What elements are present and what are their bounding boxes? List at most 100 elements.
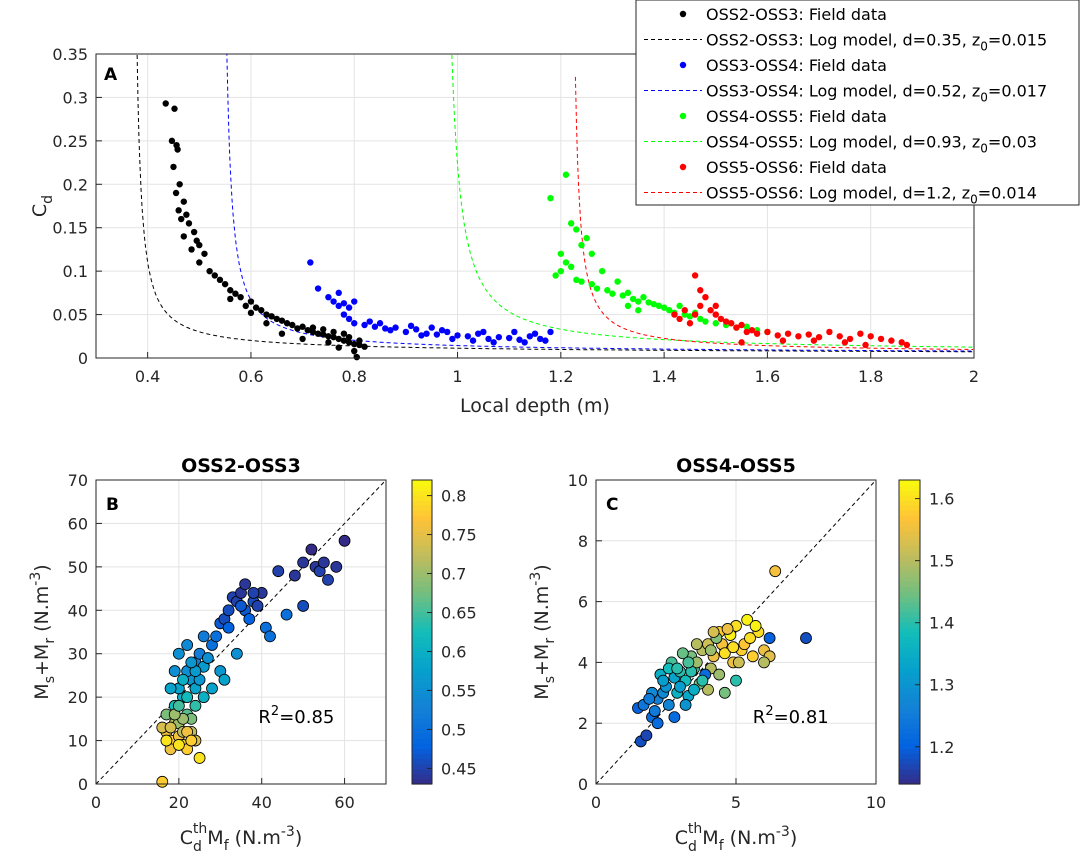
field-data-point [779,337,787,344]
colorbar-segment [412,728,432,734]
colorbar-segment [899,702,920,709]
field-data-point [691,272,699,279]
field-data-point [697,287,704,294]
field-data-point [738,339,745,346]
colorbar-segment [412,632,432,638]
legend: OSS2-OSS3: Field data OSS2-OSS3: Log mode… [635,0,1080,207]
field-data-point [707,307,714,314]
field-data-point [227,287,234,294]
colorbar-segment [412,697,432,704]
colorbar-segment [412,692,432,699]
colorbar-segment [412,505,432,511]
legend-marker [679,61,687,69]
field-data-point [645,299,652,306]
data-point [264,630,276,643]
field-data-point [505,334,513,342]
x-tick-label: 60 [334,793,354,812]
panel-a-chart: 0.4 0.6 0.8 1 1.2 1.4 1.6 1.8 2 0 0.05 0.1 0.15 0.2 0.… [29,0,1080,417]
field-data-point [722,318,730,325]
colorbar-segment [412,571,432,577]
xl-exp: -3 [281,824,295,840]
colorbar-segment [899,621,920,628]
xl-sub: d [193,839,202,855]
field-data-point [573,276,580,284]
colorbar-segment [412,748,432,755]
field-data-point [738,321,745,329]
data-point [769,565,782,578]
y-tick-label: 0 [78,775,88,794]
xl-sub: d [688,839,697,855]
xl-close: ) [790,827,797,849]
xl-c: C [675,827,688,849]
data-point [247,587,260,599]
x-tick-label: 5 [731,793,741,812]
field-data-point [162,100,169,107]
legend-text: OSS3-OSS4: Log model, d=0.52, z [706,82,980,101]
field-data-point [805,331,812,338]
colorbar-segment [899,616,920,623]
field-data-point [382,325,389,332]
field-data-point [609,290,616,297]
data-point [763,632,776,644]
field-data-point [867,333,874,340]
colorbar-tick-label: 0.65 [441,604,477,623]
xl-sup: th [193,821,207,837]
legend-entry: OSS3-OSS4: Log model, d=0.52, z0=0.017 [706,82,1047,105]
data-point [297,556,310,569]
colorbar-segment [899,718,920,724]
colorbar-segment [899,505,920,511]
panel-b-chart: 0 20 40 60 0 10 20 30 40 50 60 70 B OSS2-OSS3 R2=0.85 C… [28,455,477,855]
data-point [160,734,173,747]
r2-main: R [753,707,766,728]
colorbar-segment [899,773,920,780]
field-data-point [340,330,348,337]
field-data-point [356,337,363,344]
yl-close: ) [31,564,53,571]
panel-label: C [606,495,618,515]
data-point [222,621,235,634]
field-data-point [345,315,353,323]
colorbar-segment [899,642,920,648]
colorbar-segment [412,626,432,633]
colorbar-segment [412,778,432,785]
y-tick-label: 0.3 [63,88,88,107]
xl-tail: (N.m [229,827,281,849]
y-tick-label: 30 [68,645,88,664]
field-data-point [444,328,451,336]
field-data-point [227,295,234,303]
colorbar-segment [899,520,920,527]
field-data-point [660,304,668,311]
field-data-point [640,294,647,301]
field-data-point [531,330,539,337]
field-data-point [764,328,771,336]
colorbar-segment [412,530,432,537]
colorbar-segment [412,642,432,648]
field-data-point [743,328,750,336]
field-data-point [232,290,239,297]
field-data-point [666,307,673,314]
y-tick-label: 10 [568,471,588,490]
data-point [197,630,210,643]
data-point [800,632,812,644]
xl-exp: -3 [776,824,790,840]
field-data-point [361,343,368,350]
data-point [707,626,720,638]
field-data-point [345,339,353,346]
field-data-point [733,324,740,331]
data-point [197,691,210,704]
colorbar-segment [412,753,432,760]
data-point [156,775,169,788]
field-data-point [433,331,441,338]
x-tick-label: 10 [866,793,886,812]
field-data-point [841,339,849,346]
colorbar-segment [412,647,432,653]
field-data-point [624,289,632,297]
log-model-curve [451,54,974,348]
field-data-point [593,285,601,292]
one-to-one-line [95,479,387,785]
field-data-point [353,353,361,361]
data-point [730,674,742,687]
y-axis-label: Ms+Mr (N.m-3) [528,564,558,699]
data-point [172,699,185,712]
x-tick-label: 1.4 [651,367,676,386]
